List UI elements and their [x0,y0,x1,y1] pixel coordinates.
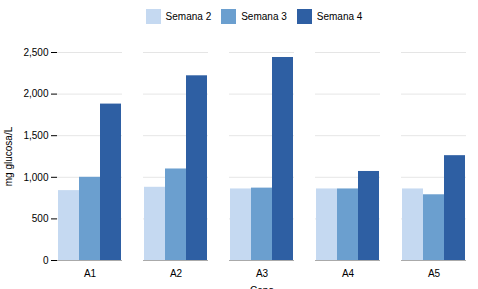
svg-text:A1: A1 [84,268,97,279]
html-text:Semana 4: Semana 4 [316,11,363,22]
html-text:Semana 3: Semana 3 [241,11,287,22]
svg-text:A4: A4 [342,268,355,279]
svg-text:A5: A5 [428,268,441,279]
svg-text:0: 0 [43,255,49,266]
svg-text:2,000: 2,000 [23,88,48,99]
html-text:Semana 2: Semana 2 [165,11,212,22]
svg-text:2,500: 2,500 [23,47,48,58]
svg-text:A2: A2 [170,268,183,279]
svg-text:500: 500 [32,213,49,224]
svg-text:1,500: 1,500 [23,130,48,141]
svg-text:A3: A3 [256,268,269,279]
svg-text:Cepa: Cepa [250,285,274,289]
svg-text:1,000: 1,000 [23,172,48,183]
svg-text:mg glucosa/L: mg glucosa/L [3,126,14,186]
